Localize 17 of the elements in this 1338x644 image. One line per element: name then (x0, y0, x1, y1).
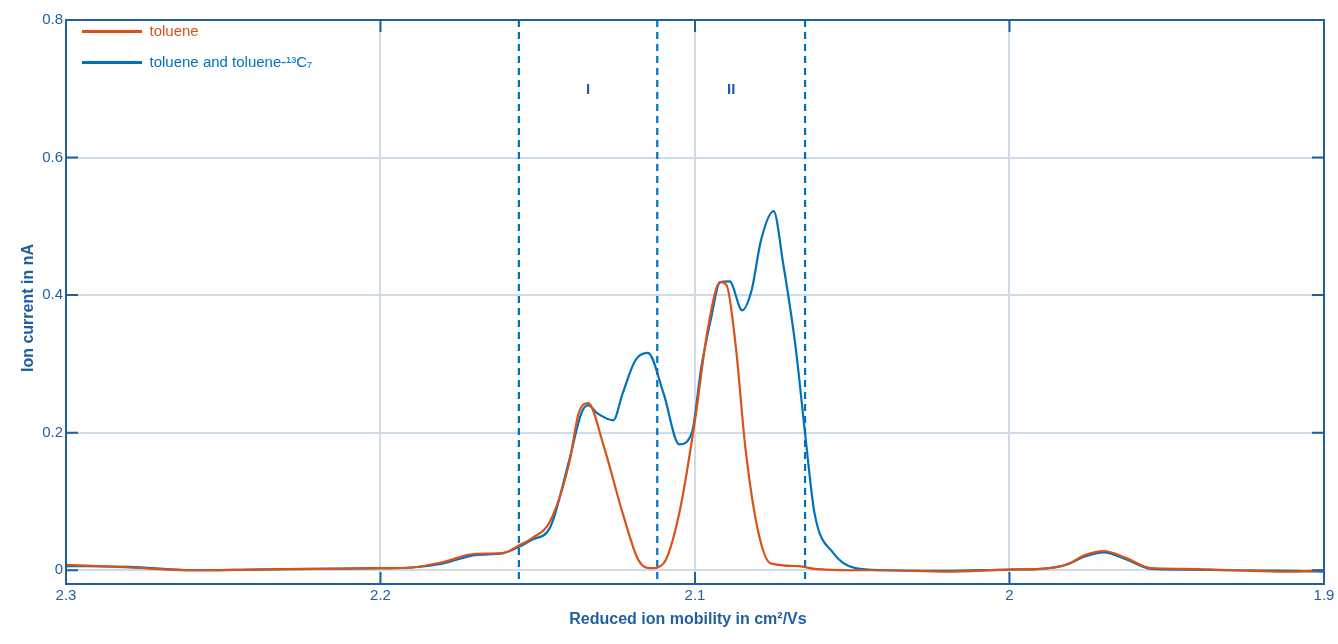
y-tick-label: 0.4 (42, 285, 63, 303)
y-tick-label: 0.8 (42, 10, 63, 28)
line-series (66, 280, 1324, 573)
x-tick-label: 2.2 (370, 586, 391, 604)
x-tick-label: 2.3 (55, 586, 77, 604)
legend-label: toluene and toluene-¹³C₇ (149, 52, 313, 70)
y-tick-label: 0.2 (42, 422, 63, 440)
x-axis-title: Reduced ion mobility in cm²/Vs (568, 610, 808, 628)
y-tick-label: 0.6 (42, 147, 63, 165)
x-tick-label: 2 (1005, 586, 1014, 604)
annotation: I (585, 80, 591, 98)
x-tick-label: 1.9 (1313, 586, 1335, 604)
x-tick-label: 2.1 (684, 586, 706, 604)
y-axis-title: Ion current in nA (19, 244, 37, 372)
annotation: II (727, 80, 736, 98)
y-tick-label: 0 (54, 560, 63, 578)
legend-label: toluene (149, 21, 199, 39)
